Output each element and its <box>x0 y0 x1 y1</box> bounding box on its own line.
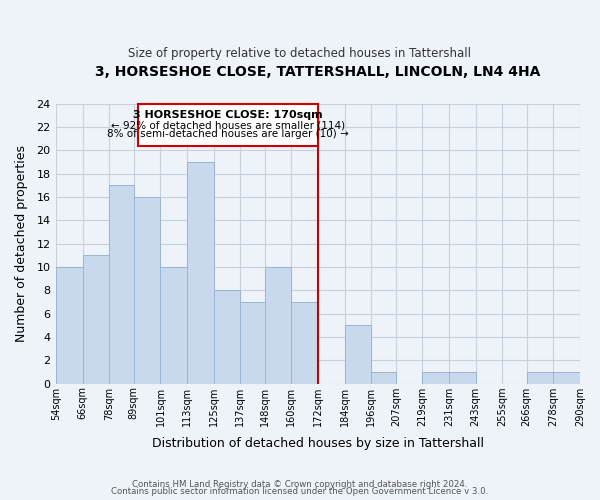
FancyBboxPatch shape <box>138 104 318 146</box>
Bar <box>160 267 187 384</box>
Bar <box>56 267 83 384</box>
Text: Size of property relative to detached houses in Tattershall: Size of property relative to detached ho… <box>128 48 472 60</box>
Bar <box>83 256 109 384</box>
Y-axis label: Number of detached properties: Number of detached properties <box>15 145 28 342</box>
Bar <box>265 267 292 384</box>
Title: 3, HORSESHOE CLOSE, TATTERSHALL, LINCOLN, LN4 4HA: 3, HORSESHOE CLOSE, TATTERSHALL, LINCOLN… <box>95 65 541 79</box>
Bar <box>134 197 160 384</box>
Bar <box>292 302 318 384</box>
Text: Contains public sector information licensed under the Open Government Licence v : Contains public sector information licen… <box>112 488 488 496</box>
Bar <box>449 372 476 384</box>
Text: 3 HORSESHOE CLOSE: 170sqm: 3 HORSESHOE CLOSE: 170sqm <box>133 110 323 120</box>
Bar <box>109 186 134 384</box>
Text: 8% of semi-detached houses are larger (10) →: 8% of semi-detached houses are larger (1… <box>107 130 349 140</box>
Bar <box>345 326 371 384</box>
Bar <box>187 162 214 384</box>
Bar <box>553 372 580 384</box>
Bar <box>241 302 265 384</box>
Text: Contains HM Land Registry data © Crown copyright and database right 2024.: Contains HM Land Registry data © Crown c… <box>132 480 468 489</box>
Text: ← 92% of detached houses are smaller (114): ← 92% of detached houses are smaller (11… <box>111 120 345 130</box>
Bar <box>214 290 241 384</box>
X-axis label: Distribution of detached houses by size in Tattershall: Distribution of detached houses by size … <box>152 437 484 450</box>
Bar <box>422 372 449 384</box>
Bar <box>371 372 396 384</box>
Bar <box>527 372 553 384</box>
